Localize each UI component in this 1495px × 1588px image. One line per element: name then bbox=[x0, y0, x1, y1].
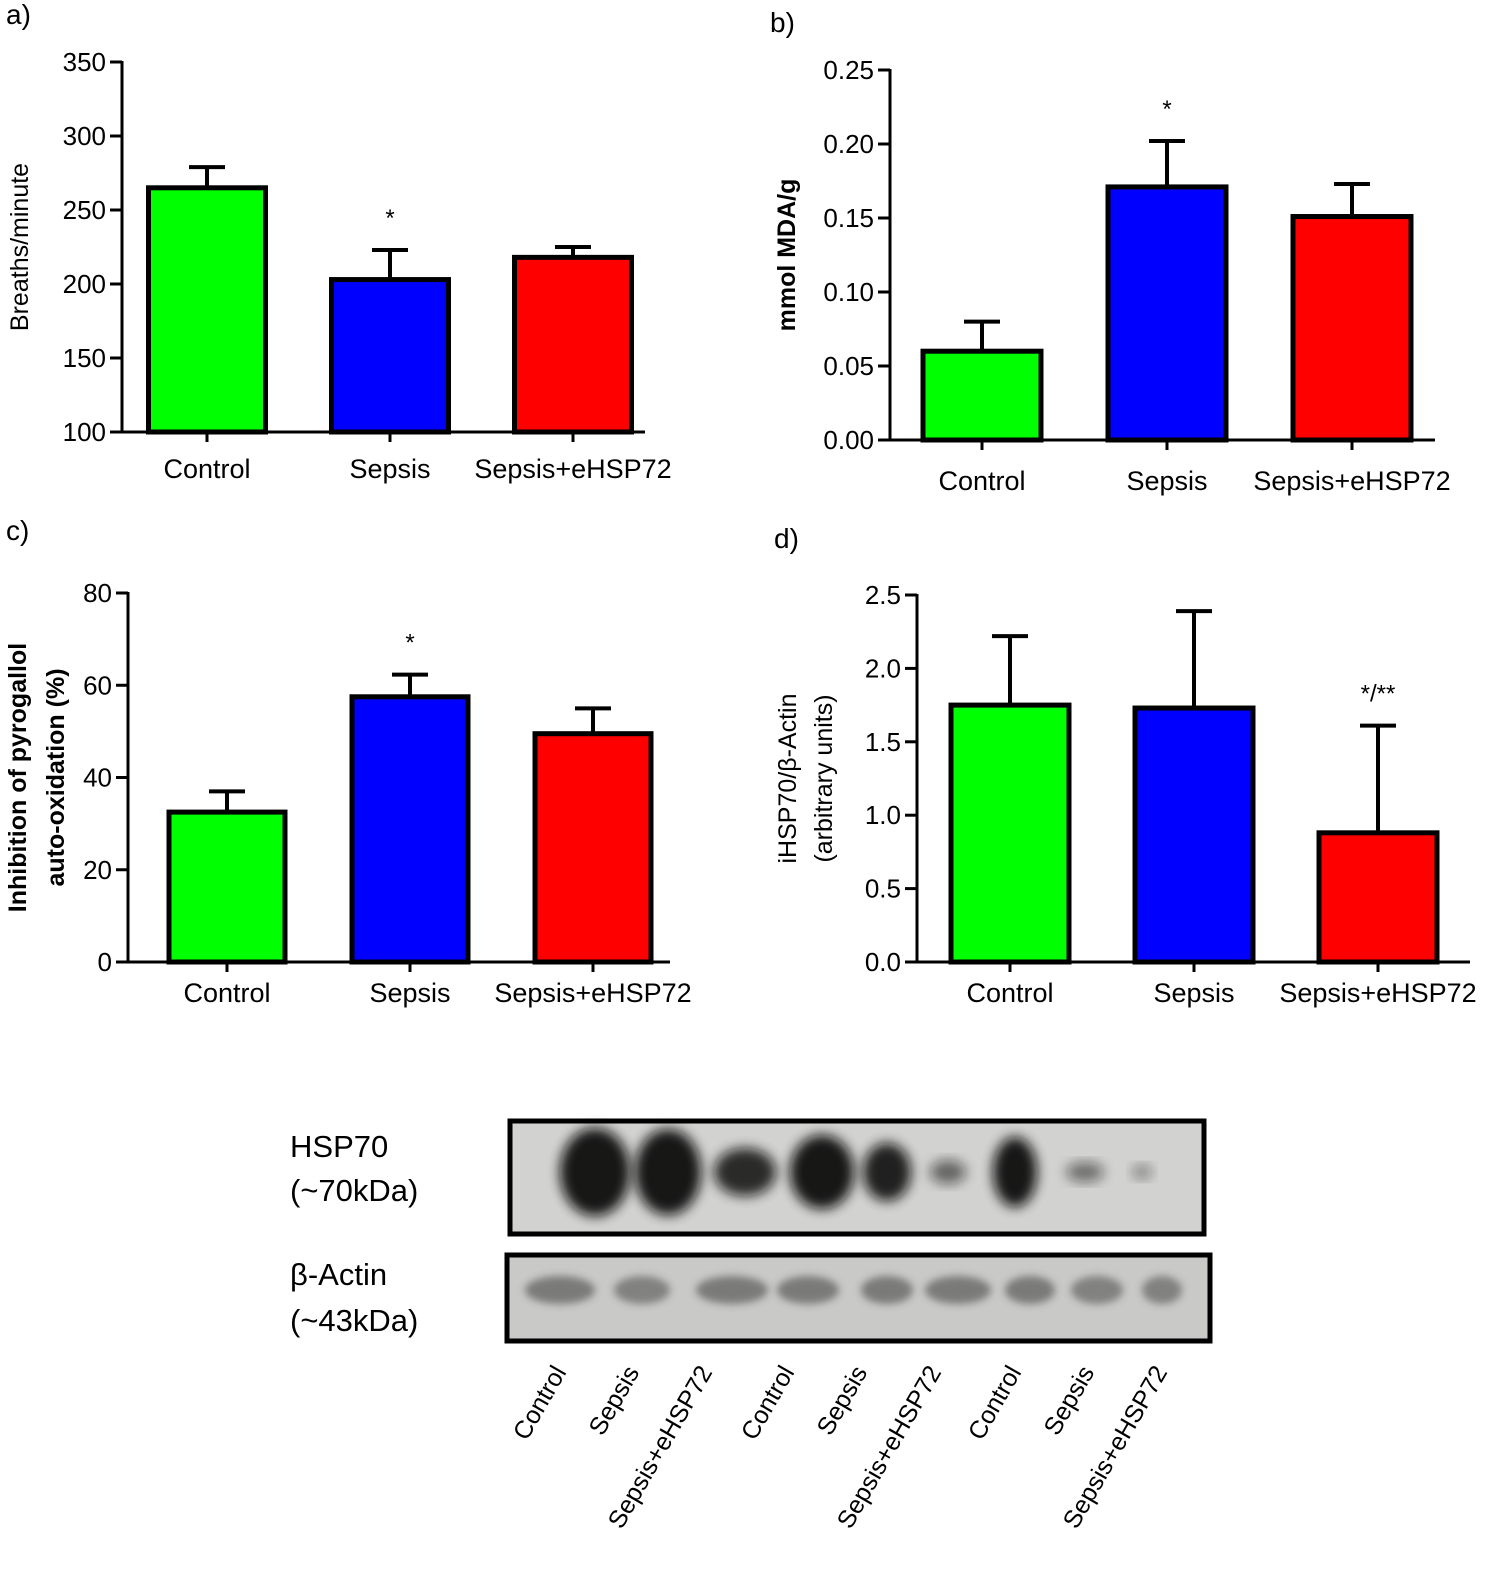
chart-panel-d: d) 0.0 0.5 1.0 1.5 2.0 2.5 Control Sepsis Sepsis+… bbox=[774, 523, 1477, 1008]
chart-panel-a: a) 100 150 200 250 300 350 Control Sepsis * Sepsis… bbox=[6, 0, 672, 484]
y-axis-title: Breaths/minute bbox=[6, 163, 34, 331]
actin-band bbox=[861, 1276, 913, 1304]
y-tick-label: 60 bbox=[83, 670, 112, 700]
y-tick-label: 0 bbox=[98, 947, 112, 977]
y-axis-title: mmol MDA/g bbox=[773, 179, 801, 332]
chart-panel-c: c) 0 20 40 60 80 Control Sepsis * Sepsis+eHSP72 In… bbox=[4, 515, 692, 1008]
lane-label: Control bbox=[736, 1361, 801, 1445]
y-tick-label: 1.5 bbox=[865, 727, 901, 757]
significance-marker: */** bbox=[1361, 681, 1396, 708]
category-label: Sepsis+eHSP72 bbox=[1279, 978, 1476, 1008]
y-tick-label: 0.25 bbox=[823, 55, 874, 85]
y-tick-label: 100 bbox=[63, 417, 106, 447]
hsp70-band bbox=[930, 1160, 966, 1184]
y-tick-label: 250 bbox=[63, 195, 106, 225]
hsp70-band bbox=[863, 1143, 911, 1201]
category-label: Sepsis+eHSP72 bbox=[1253, 466, 1450, 496]
hsp70-size-label: (~70kDa) bbox=[290, 1173, 418, 1208]
y-tick-label: 0.20 bbox=[823, 129, 874, 159]
lane-label: Control bbox=[508, 1361, 573, 1445]
y-tick-label: 300 bbox=[63, 121, 106, 151]
bar-sepsis-ehsp72 bbox=[1316, 830, 1440, 965]
y-tick-label: 0.00 bbox=[823, 425, 874, 455]
y-axis-title: iHSP70/β-Actin bbox=[774, 694, 802, 864]
bar-sepsis-ehsp72 bbox=[512, 254, 634, 435]
actin-band bbox=[696, 1276, 768, 1304]
lane-label: Sepsis bbox=[811, 1361, 873, 1440]
lane-label: Control bbox=[963, 1361, 1028, 1445]
hsp70-band bbox=[1132, 1165, 1152, 1179]
panel-letter: c) bbox=[6, 515, 29, 546]
hsp70-band bbox=[1066, 1162, 1104, 1182]
actin-label: β-Actin bbox=[290, 1257, 387, 1292]
bar-sepsis bbox=[1132, 705, 1256, 965]
significance-marker: * bbox=[1162, 96, 1171, 123]
hsp70-band bbox=[993, 1137, 1037, 1207]
y-tick-label: 200 bbox=[63, 269, 106, 299]
bar-control bbox=[948, 702, 1072, 965]
actin-band bbox=[1005, 1276, 1055, 1304]
lane-label: Sepsis bbox=[1038, 1361, 1100, 1440]
bar-control bbox=[146, 185, 268, 435]
panel-letter: b) bbox=[770, 7, 795, 38]
y-tick-label: 0.0 bbox=[865, 947, 901, 977]
bar-sepsis-ehsp72 bbox=[1290, 214, 1414, 443]
y-tick-label: 0.10 bbox=[823, 277, 874, 307]
y-axis-title-line2: auto-oxidation (%) bbox=[42, 668, 70, 886]
y-tick-label: 150 bbox=[63, 343, 106, 373]
hsp70-label: HSP70 bbox=[290, 1129, 388, 1164]
y-axis-title: Inhibition of pyrogallol bbox=[4, 643, 32, 912]
actin-band bbox=[1071, 1276, 1123, 1304]
actin-size-label: (~43kDa) bbox=[290, 1303, 418, 1338]
category-label: Sepsis+eHSP72 bbox=[494, 978, 691, 1008]
category-label: Control bbox=[183, 978, 270, 1008]
category-label: Sepsis+eHSP72 bbox=[474, 454, 671, 484]
actin-band bbox=[777, 1276, 839, 1304]
category-label: Sepsis bbox=[369, 978, 450, 1008]
bar-sepsis-ehsp72 bbox=[532, 731, 654, 965]
actin-band bbox=[1142, 1276, 1182, 1304]
significance-marker: * bbox=[385, 205, 394, 232]
significance-marker: * bbox=[405, 630, 414, 657]
y-tick-label: 1.0 bbox=[865, 800, 901, 830]
actin-bands bbox=[525, 1276, 1182, 1304]
lane-label: Sepsis bbox=[583, 1361, 645, 1440]
y-tick-label: 0.5 bbox=[865, 874, 901, 904]
bar-sepsis bbox=[329, 277, 451, 435]
y-tick-label: 80 bbox=[83, 578, 112, 608]
y-tick-label: 350 bbox=[63, 47, 106, 77]
bar-control bbox=[166, 809, 288, 965]
y-tick-label: 2.0 bbox=[865, 653, 901, 683]
bar-control bbox=[920, 348, 1044, 443]
hsp70-band bbox=[560, 1128, 630, 1216]
category-label: Control bbox=[938, 466, 1025, 496]
y-axis-title-line2: (arbitrary units) bbox=[810, 694, 838, 862]
y-tick-label: 0.15 bbox=[823, 203, 874, 233]
y-tick-label: 0.05 bbox=[823, 351, 874, 381]
category-label: Control bbox=[163, 454, 250, 484]
y-tick-label: 40 bbox=[83, 763, 112, 793]
category-label: Sepsis bbox=[1153, 978, 1234, 1008]
hsp70-bands bbox=[560, 1128, 1152, 1216]
hsp70-band bbox=[635, 1129, 701, 1215]
actin-band bbox=[614, 1276, 670, 1304]
chart-panel-b: b) 0.00 0.05 0.10 0.15 0.20 0.25 Control Sepsis *… bbox=[770, 7, 1451, 496]
actin-band bbox=[525, 1276, 595, 1304]
category-label: Control bbox=[966, 978, 1053, 1008]
western-blot: HSP70 (~70kDa) β-Actin (~43kDa) Control S… bbox=[290, 1118, 1213, 1533]
y-tick-label: 2.5 bbox=[865, 580, 901, 610]
hsp70-band bbox=[714, 1148, 776, 1196]
bar-sepsis bbox=[349, 694, 471, 965]
actin-band bbox=[925, 1276, 991, 1304]
category-label: Sepsis bbox=[349, 454, 430, 484]
hsp70-band bbox=[790, 1135, 854, 1209]
bar-sepsis bbox=[1105, 184, 1229, 443]
category-label: Sepsis bbox=[1126, 466, 1207, 496]
panel-letter: d) bbox=[774, 523, 799, 554]
y-tick-label: 20 bbox=[83, 855, 112, 885]
panel-letter: a) bbox=[6, 0, 31, 30]
